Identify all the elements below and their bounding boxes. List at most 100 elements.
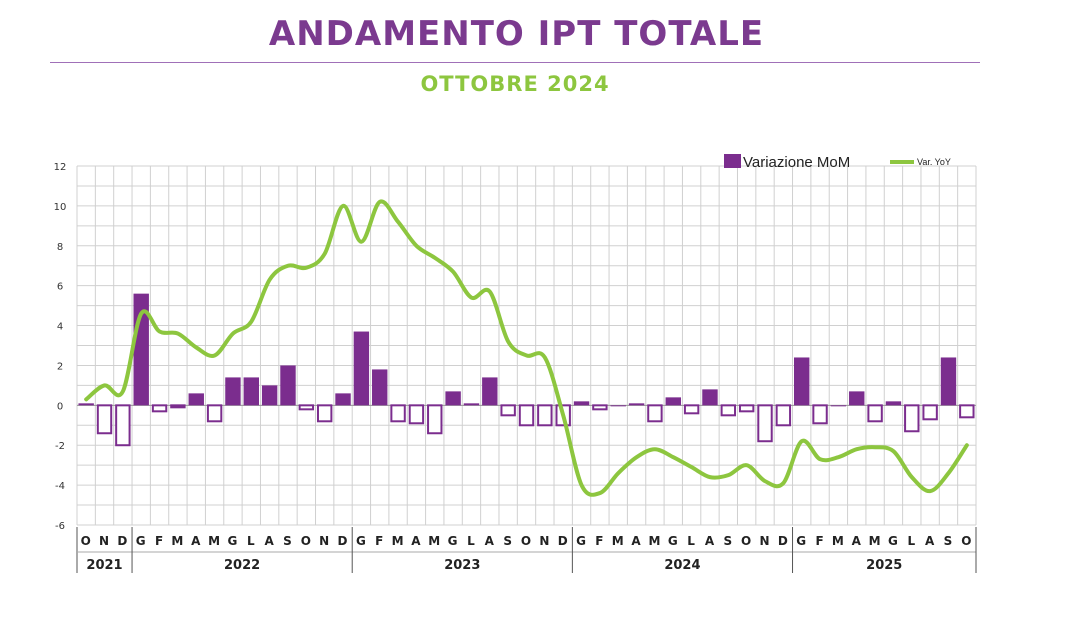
mom-bar <box>353 331 370 406</box>
mom-bar <box>151 404 168 413</box>
month-tick-label: S <box>944 534 954 548</box>
month-tick-label: F <box>375 534 384 548</box>
mom-bar <box>372 369 388 406</box>
month-tick-label: F <box>595 534 604 548</box>
month-tick-label: N <box>319 534 330 548</box>
mom-bar <box>335 393 351 406</box>
mom-bar <box>738 404 755 413</box>
mom-bar <box>665 397 681 406</box>
mom-bar <box>115 404 131 447</box>
mom-bar <box>188 393 204 406</box>
mom-bar <box>243 377 260 406</box>
year-label: 2023 <box>444 558 480 573</box>
month-tick-label: G <box>228 534 239 548</box>
month-tick-label: L <box>907 534 916 548</box>
month-tick-label: O <box>81 534 92 548</box>
year-label: 2024 <box>664 558 700 573</box>
month-tick-label: F <box>815 534 824 548</box>
mom-bar <box>849 391 865 406</box>
mom-bar <box>628 403 645 406</box>
month-tick-label: O <box>961 534 972 548</box>
y-tick-label: 12 <box>54 162 67 173</box>
y-axis: -6 -4 -2 0 2 4 6 8 10 12 <box>54 162 67 532</box>
month-tick-label: A <box>631 534 641 548</box>
mom-bar <box>775 404 792 427</box>
mom-bar <box>316 404 333 423</box>
month-tick-label: M <box>392 534 405 548</box>
y-tick-label: -4 <box>55 481 65 492</box>
legend-mom-swatch <box>724 154 741 168</box>
month-tick-label: D <box>338 534 349 548</box>
y-tick-label: 4 <box>57 322 63 333</box>
month-tick-label: M <box>648 534 661 548</box>
month-tick-label: G <box>136 534 147 548</box>
month-tick-label: N <box>539 534 550 548</box>
month-tick-label: G <box>448 534 459 548</box>
month-tick-label: O <box>521 534 532 548</box>
mom-bar <box>298 404 315 411</box>
mom-bar <box>812 404 828 425</box>
mom-bar <box>867 404 883 423</box>
month-tick-label: A <box>925 534 935 548</box>
mom-bar <box>610 405 626 407</box>
month-tick-label: A <box>264 534 274 548</box>
legend-yoy-label: Var. YoY <box>917 157 951 167</box>
mom-bar <box>757 404 773 443</box>
mom-bar <box>683 404 700 415</box>
title-divider <box>50 62 980 63</box>
chart-grid <box>76 165 977 526</box>
mom-bar <box>463 403 480 406</box>
mom-bar <box>830 405 847 407</box>
month-tick-label: S <box>723 534 733 548</box>
month-tick-label: M <box>832 534 845 548</box>
month-tick-label: A <box>852 534 862 548</box>
year-label: 2022 <box>224 558 260 573</box>
mom-bar <box>592 404 608 411</box>
month-tick-label: D <box>117 534 128 548</box>
page-subtitle: OTTOBRE 2024 <box>420 72 610 96</box>
y-tick-label: 8 <box>57 242 63 253</box>
month-tick-label: L <box>247 534 256 548</box>
mom-bar <box>793 357 810 406</box>
mom-bar <box>280 365 296 406</box>
y-tick-label: 10 <box>54 202 67 213</box>
y-tick-label: -2 <box>55 441 65 452</box>
month-tick-label: A <box>411 534 421 548</box>
month-tick-label: N <box>99 534 110 548</box>
mom-bar <box>959 404 975 419</box>
month-tick-label: M <box>612 534 625 548</box>
mom-bar <box>537 404 553 427</box>
y-tick-label: -6 <box>55 521 65 532</box>
month-tick-label: G <box>576 534 587 548</box>
mom-bar <box>482 377 498 406</box>
month-tick-label: M <box>208 534 221 548</box>
month-tick-label: G <box>668 534 679 548</box>
y-tick-label: 2 <box>57 361 63 372</box>
mom-bar <box>940 357 957 406</box>
mom-bar <box>427 404 443 435</box>
mom-bar <box>96 404 113 435</box>
month-tick-label: S <box>503 534 513 548</box>
mom-bar <box>261 385 278 406</box>
mom-bar <box>408 404 425 425</box>
mom-bar <box>904 404 920 433</box>
month-tick-label: M <box>869 534 882 548</box>
month-tick-label: D <box>558 534 569 548</box>
month-tick-label: G <box>356 534 367 548</box>
mom-bar <box>573 401 590 406</box>
month-tick-label: F <box>155 534 164 548</box>
year-label: 2025 <box>866 558 902 573</box>
mom-bar <box>206 404 223 423</box>
mom-bar <box>720 404 737 417</box>
y-tick-label: 0 <box>57 401 63 412</box>
mom-bar <box>445 391 461 406</box>
month-tick-label: N <box>759 534 770 548</box>
mom-bar <box>518 404 535 427</box>
mom-bars <box>78 293 975 447</box>
mom-bar <box>500 404 516 417</box>
month-tick-label: L <box>687 534 696 548</box>
month-tick-label: O <box>741 534 752 548</box>
month-tick-label: G <box>888 534 899 548</box>
chart-legend: Variazione MoM Var. YoY <box>724 154 951 171</box>
